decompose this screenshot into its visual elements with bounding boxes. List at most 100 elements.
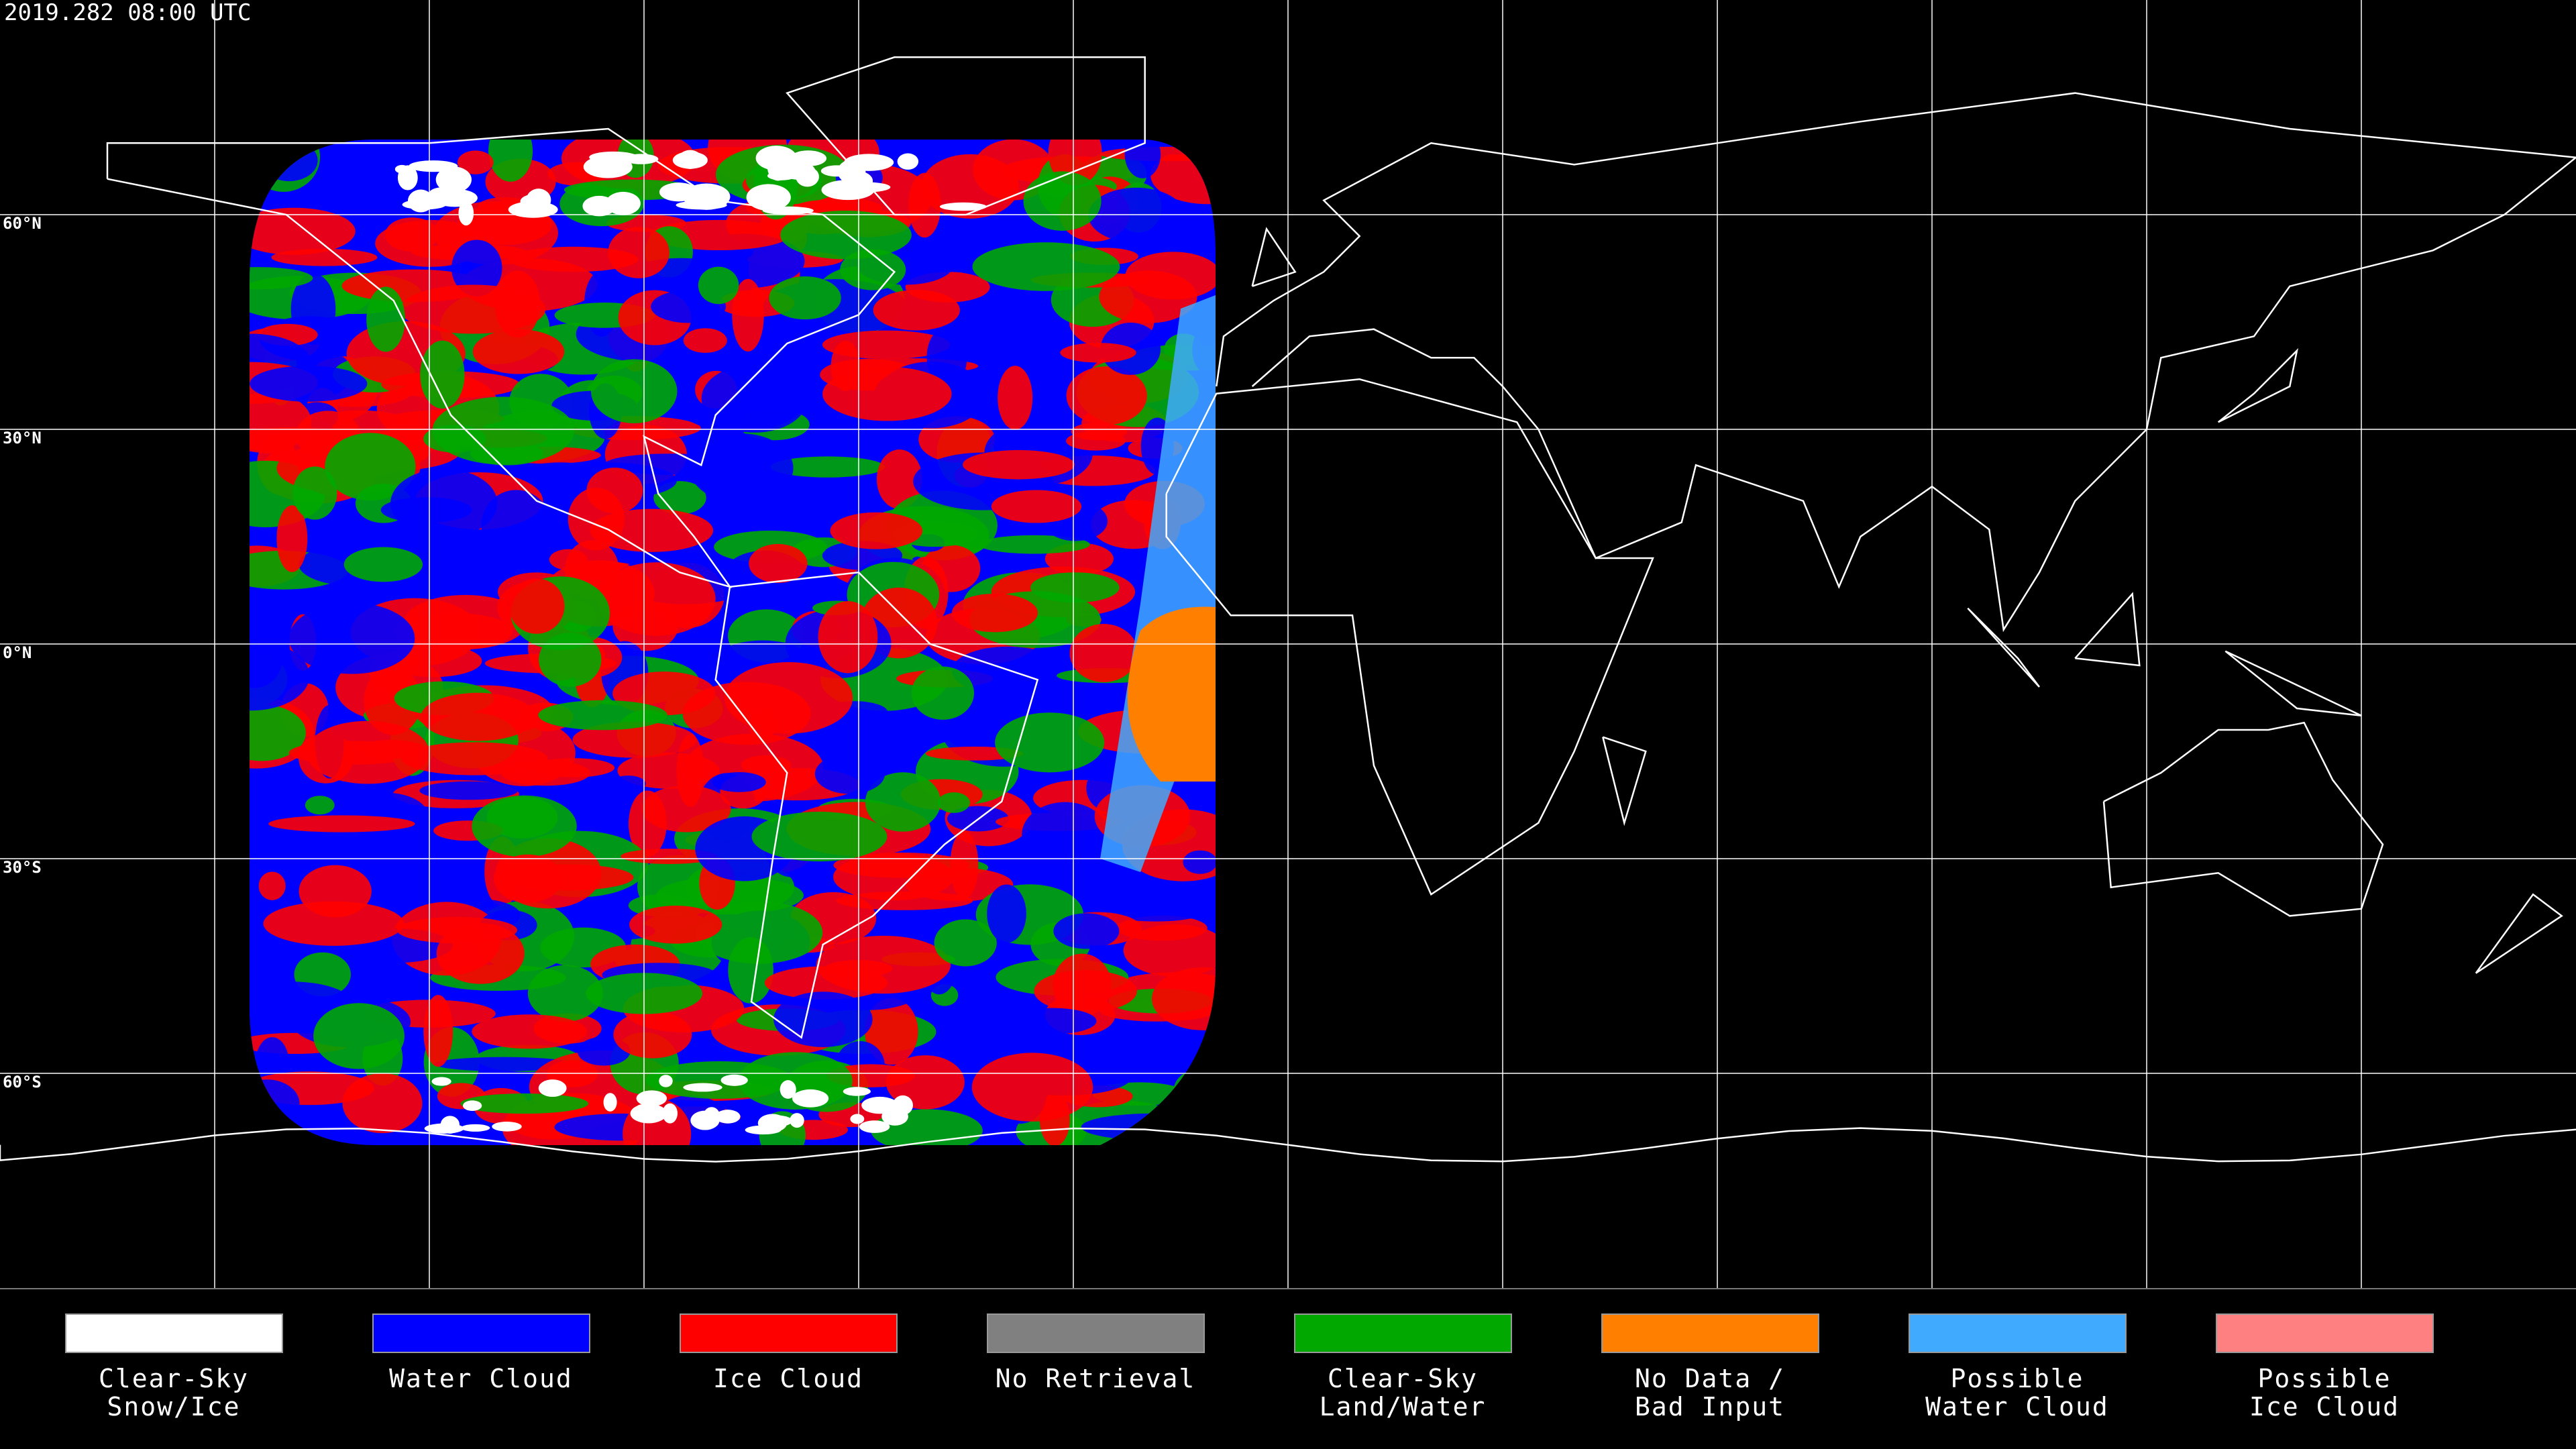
legend-label: No Data /: [1635, 1364, 1785, 1393]
legend-label: Water Cloud: [389, 1364, 573, 1393]
snow-patch: [508, 201, 558, 218]
cloud-patch: [1060, 343, 1136, 363]
cloud-patch: [608, 227, 669, 278]
snow-patch: [659, 1075, 673, 1087]
cloud-patch: [773, 991, 873, 1047]
coastline: [714, 571, 1039, 1039]
snow-patch: [460, 1124, 490, 1132]
cloud-patch: [906, 867, 1014, 902]
latitude-label: 60°N: [3, 214, 42, 233]
cloud-patch: [263, 901, 405, 946]
cloud-patch: [822, 366, 952, 421]
cloud-patch: [380, 497, 472, 523]
snow-patch: [462, 1100, 482, 1112]
cloud-patch: [696, 901, 823, 964]
cloud-patch: [527, 965, 603, 1022]
snow-patch: [796, 166, 819, 187]
snow-patch: [435, 166, 472, 193]
coastline: [0, 1127, 2576, 1163]
cloud-patch: [325, 583, 439, 600]
cloud-patch: [472, 329, 565, 374]
cloud-patch: [590, 508, 714, 552]
cloud-patch: [865, 772, 941, 832]
no-data-patch: [1127, 606, 1216, 782]
snow-patch: [850, 1114, 865, 1124]
legend-swatch: [1909, 1313, 2127, 1353]
snow-patch: [440, 1116, 460, 1134]
coastline: [2102, 721, 2384, 917]
cloud-patch: [421, 692, 536, 741]
cloud-patch: [1023, 171, 1102, 231]
legend-swatch: [65, 1313, 283, 1353]
cloud-patch: [572, 721, 697, 758]
cloud-patch: [292, 466, 337, 520]
snow-patch: [715, 1110, 741, 1124]
cloud-patch: [818, 601, 878, 674]
snow-patch: [703, 1107, 720, 1126]
legend-label: Possible: [2257, 1364, 2391, 1393]
cloud-patch: [749, 543, 808, 584]
cloud-patch: [724, 661, 853, 734]
snow-patch: [636, 1090, 667, 1107]
cloud-patch: [873, 290, 960, 331]
snow-patch: [431, 1077, 451, 1086]
legend-label: Possible: [1950, 1364, 2084, 1393]
cloud-patch: [741, 755, 792, 775]
coastline: [1165, 378, 1654, 896]
cloud-patch: [366, 286, 405, 352]
coastline: [2224, 650, 2362, 716]
cloud-patch: [1151, 967, 1216, 1030]
cloud-patch: [508, 578, 565, 634]
cloud-patch: [288, 602, 415, 674]
snow-patch: [583, 155, 633, 178]
legend-label: No Retrieval: [996, 1364, 1196, 1393]
cloud-patch: [1125, 252, 1216, 300]
cloud-patch: [1048, 140, 1102, 186]
cloud-patch: [250, 267, 313, 290]
cloud-patch: [911, 666, 975, 720]
cloud-patch: [1111, 905, 1201, 922]
legend-swatch: [2216, 1313, 2434, 1353]
snow-patch: [397, 165, 418, 191]
cloud-patch: [364, 667, 422, 735]
cloud-patch: [1022, 802, 1109, 868]
legend-label: Bad Input: [1635, 1392, 1785, 1421]
snow-patch: [859, 1120, 890, 1133]
legend-swatch: [680, 1313, 898, 1353]
cloud-patch: [814, 753, 885, 794]
snow-patch: [630, 1104, 667, 1124]
cloud-patch: [343, 547, 423, 582]
graticule: [0, 0, 2576, 1288]
cloud-patch: [597, 562, 716, 636]
snow-patch: [672, 152, 708, 169]
snow-patch: [790, 1113, 804, 1128]
latitude-label: 30°N: [3, 429, 42, 447]
cloud-patch: [419, 781, 519, 800]
snow-patch: [820, 165, 853, 177]
cloud-patch: [830, 512, 923, 549]
snow-patch: [538, 1079, 567, 1097]
cloud-patch: [457, 150, 494, 174]
legend-label: Land/Water: [1320, 1392, 1487, 1421]
coastline: [2217, 347, 2299, 423]
snow-patch: [662, 1103, 678, 1124]
cloud-patch: [494, 270, 541, 338]
cloud-patch: [934, 919, 997, 967]
snow-patch: [897, 153, 919, 170]
cloud-patch: [313, 1003, 405, 1069]
latitude-label: 0°N: [3, 643, 32, 662]
cloud-patch: [423, 995, 453, 1067]
cloud-patch: [621, 849, 717, 864]
snow-patch: [746, 184, 791, 211]
coastline: [1967, 607, 2041, 688]
cloud-patch: [420, 340, 465, 409]
cloud-patch: [998, 366, 1033, 430]
timestamp: 2019.282 08:00 UTC: [4, 0, 251, 26]
snow-patch: [939, 202, 987, 211]
cloud-patch: [250, 207, 356, 255]
cloud-patch: [701, 364, 808, 433]
snow-patch: [492, 1122, 522, 1132]
cloud-patch: [689, 433, 794, 503]
